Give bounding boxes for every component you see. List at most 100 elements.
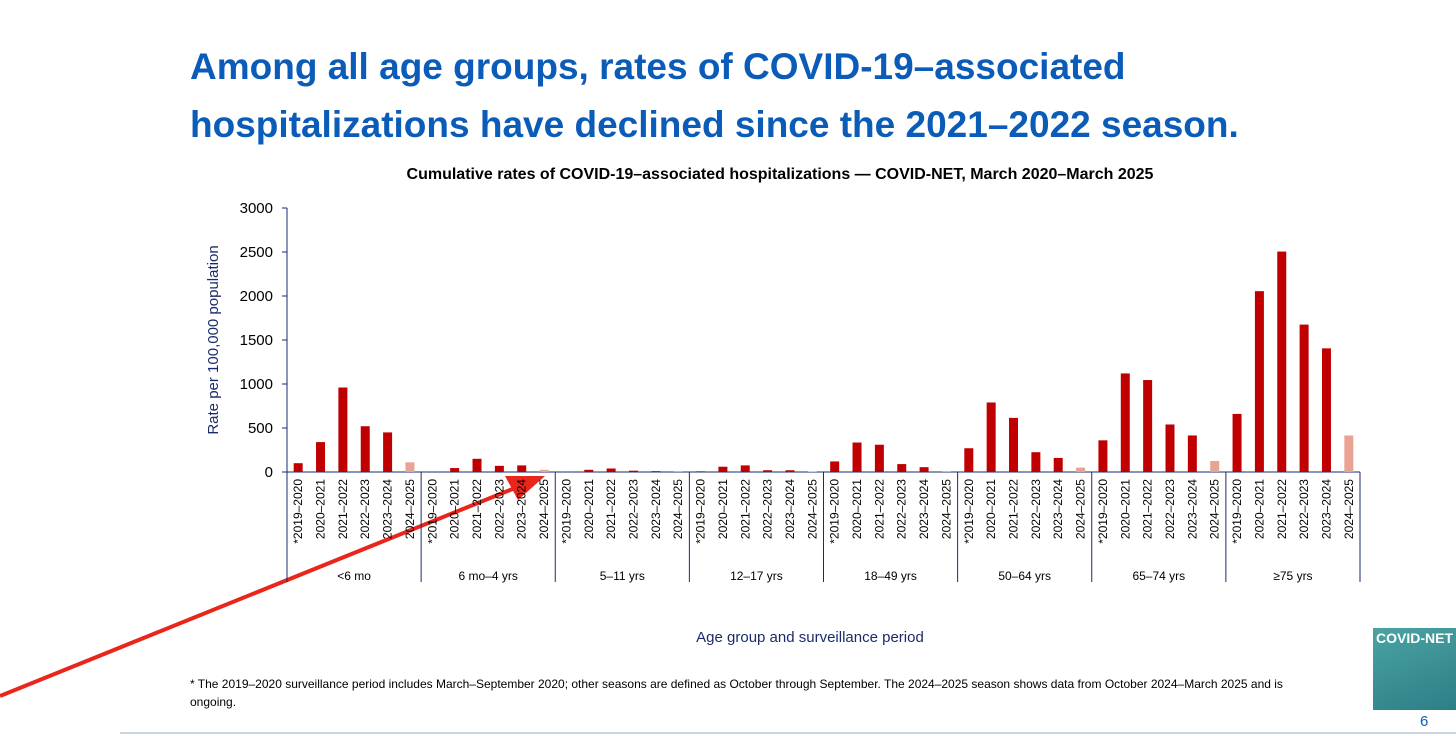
bar xyxy=(718,466,728,472)
bar xyxy=(1277,251,1287,472)
bar xyxy=(1009,417,1019,472)
bar xyxy=(450,468,460,472)
group-label: 65–74 yrs xyxy=(1132,569,1185,583)
y-tick-label: 1500 xyxy=(240,332,273,349)
y-tick-label: 0 xyxy=(265,464,273,481)
bar xyxy=(1031,452,1041,472)
bar xyxy=(919,467,929,472)
bar xyxy=(1321,348,1331,472)
slide-title: Among all age groups, rates of COVID-19–… xyxy=(190,38,1239,154)
bar xyxy=(405,462,415,472)
x-tick-label: *2019–2020 xyxy=(1230,479,1244,544)
x-tick-label: 2021–2022 xyxy=(1275,479,1289,539)
bar xyxy=(628,470,638,472)
x-tick-label: *2019–2020 xyxy=(828,479,842,544)
x-tick-label: 2022–2023 xyxy=(895,479,909,539)
bar xyxy=(830,461,840,472)
group-label: 6 mo–4 yrs xyxy=(459,569,518,583)
x-tick-label: 2021–2022 xyxy=(872,479,886,539)
bar xyxy=(651,471,661,472)
x-tick-label: *2019–2020 xyxy=(291,479,305,544)
x-tick-label: 2023–2024 xyxy=(1185,479,1199,539)
bar xyxy=(1187,435,1197,472)
bar xyxy=(740,465,750,472)
bar xyxy=(517,465,527,472)
bar xyxy=(1254,291,1264,472)
bar xyxy=(1076,467,1086,472)
bar xyxy=(383,432,393,472)
bar xyxy=(360,426,370,472)
x-tick-label: *2019–2020 xyxy=(1096,479,1110,544)
x-tick-label: 2024–2025 xyxy=(1342,479,1356,539)
x-tick-label: 2024–2025 xyxy=(1208,479,1222,539)
x-tick-label: 2024–2025 xyxy=(805,479,819,539)
bar xyxy=(1232,413,1242,472)
x-tick-label: 2021–2022 xyxy=(470,479,484,539)
x-tick-label: 2020–2021 xyxy=(1252,479,1266,539)
bar xyxy=(941,471,951,472)
x-tick-label: 2023–2024 xyxy=(649,479,663,539)
bar xyxy=(472,458,482,472)
chart-title: Cumulative rates of COVID-19–associated … xyxy=(407,166,1154,183)
group-label: <6 mo xyxy=(337,569,371,583)
x-tick-label: *2019–2020 xyxy=(962,479,976,544)
y-axis-label: Rate per 100,000 population xyxy=(205,245,222,434)
bar xyxy=(1165,424,1175,472)
bar xyxy=(1299,324,1309,472)
y-tick-label: 1000 xyxy=(240,376,273,393)
logo-text: COVID-NET xyxy=(1376,630,1453,646)
bar xyxy=(293,463,303,472)
x-tick-label: 2022–2023 xyxy=(1029,479,1043,539)
footnote: * The 2019–2020 surveillance period incl… xyxy=(190,677,1283,709)
y-tick-label: 500 xyxy=(248,420,273,437)
x-axis-label: Age group and surveillance period xyxy=(696,629,924,646)
x-tick-label: 2020–2021 xyxy=(850,479,864,539)
bar xyxy=(1344,435,1354,472)
group-label: 12–17 yrs xyxy=(730,569,783,583)
bar xyxy=(897,464,907,472)
x-tick-label: 2023–2024 xyxy=(1051,479,1065,539)
x-tick-label: 2024–2025 xyxy=(537,479,551,539)
x-tick-label: 2023–2024 xyxy=(515,479,529,539)
bar xyxy=(539,469,549,472)
x-tick-label: 2020–2021 xyxy=(1118,479,1132,539)
x-tick-label: *2019–2020 xyxy=(694,479,708,544)
bar xyxy=(852,442,862,472)
bar xyxy=(763,470,773,472)
y-tick-label: 3000 xyxy=(240,200,273,217)
arrow xyxy=(0,486,516,698)
bar xyxy=(696,471,706,472)
bar xyxy=(316,442,326,472)
x-tick-label: 2023–2024 xyxy=(783,479,797,539)
x-tick-label: 2021–2022 xyxy=(604,479,618,539)
x-tick-label: 2022–2023 xyxy=(492,479,506,539)
x-tick-label: *2019–2020 xyxy=(559,479,573,544)
bar xyxy=(494,465,504,472)
group-label: 18–49 yrs xyxy=(864,569,917,583)
x-tick-label: 2024–2025 xyxy=(403,479,417,539)
x-tick-label: 2022–2023 xyxy=(1297,479,1311,539)
x-tick-label: 2020–2021 xyxy=(716,479,730,539)
x-tick-label: 2021–2022 xyxy=(738,479,752,539)
x-tick-label: 2020–2021 xyxy=(984,479,998,539)
x-tick-label: 2020–2021 xyxy=(582,479,596,539)
bar xyxy=(964,448,974,472)
y-tick-label: 2500 xyxy=(240,244,273,261)
page-number: 6 xyxy=(1420,713,1429,730)
x-tick-label: 2021–2022 xyxy=(1141,479,1155,539)
x-tick-label: 2022–2023 xyxy=(626,479,640,539)
bar xyxy=(1120,373,1130,472)
group-label: 50–64 yrs xyxy=(998,569,1051,583)
bar xyxy=(1210,461,1220,472)
x-tick-label: 2020–2021 xyxy=(448,479,462,539)
title-line: Among all age groups, rates of COVID-19–… xyxy=(190,46,1126,87)
bar xyxy=(338,387,348,472)
bar xyxy=(986,402,996,472)
x-tick-label: 2021–2022 xyxy=(336,479,350,539)
bar xyxy=(785,470,795,472)
y-tick-label: 2000 xyxy=(240,288,273,305)
bar xyxy=(584,469,594,472)
x-tick-label: 2020–2021 xyxy=(314,479,328,539)
x-tick-label: 2022–2023 xyxy=(761,479,775,539)
